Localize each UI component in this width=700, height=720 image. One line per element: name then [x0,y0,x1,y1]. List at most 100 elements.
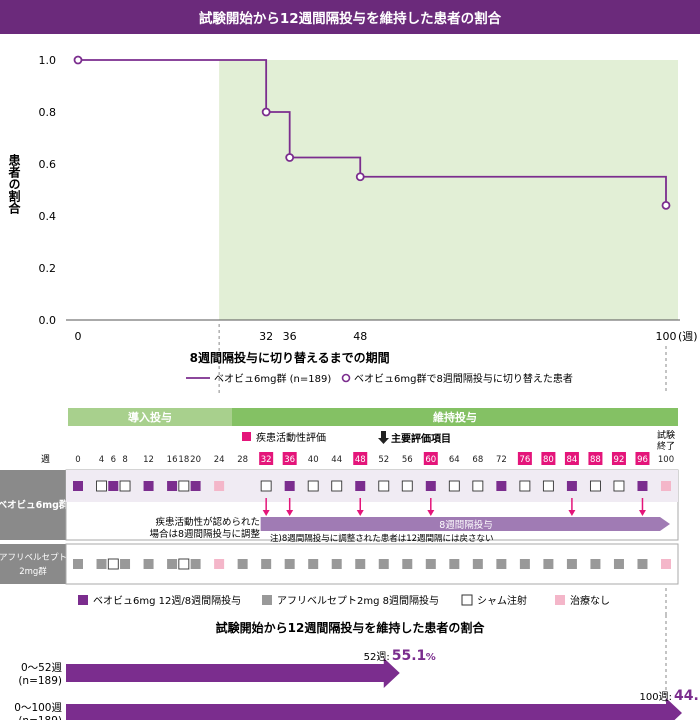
group1-dose-mark [519,480,531,492]
group2-dose-mark [637,559,648,569]
x-tick-label: 0 [75,330,82,343]
week-tick-label: 92 [614,455,625,465]
group1-dose-mark [143,481,154,491]
y-tick-label: 1.0 [39,54,57,67]
assessment-arrowhead [568,510,576,516]
week-tick-label: 18 [178,455,189,465]
group1-dose-mark [307,480,319,492]
intro-phase-label: 導入投与 [128,410,172,424]
group2-dose-mark [472,559,483,569]
y-axis-title: 患者の割合 [7,153,21,215]
week-tick-label: 100 [658,455,674,465]
week-tick-label: 68 [472,455,483,465]
group2-dose-mark [96,559,107,569]
disease-eval-swatch [242,432,251,441]
group1-dose-mark [661,481,671,491]
summary-week-label: 52週: [364,651,390,663]
group2-dose-mark [214,559,225,569]
x-tick-label: 100 [656,330,677,343]
group1-dose-mark [167,481,178,491]
group2-label-2: 2mg群 [19,566,47,577]
group1-dose-mark [214,481,225,491]
y-tick-label: 0.4 [39,210,57,223]
primary-endpoint-arrow-icon [378,431,389,444]
page-title: 試験開始から12週間隔投与を維持した患者の割合 [198,11,502,27]
intro-phase-header [68,408,232,426]
group1-dose-mark [260,480,272,492]
week-tick-label: 12 [143,455,154,465]
group2-dose-mark [284,559,295,569]
data-point [661,200,671,210]
summary-week-label: 100週: [640,691,672,703]
group2-dose-mark [355,559,366,569]
group2-dose-mark [543,559,554,569]
group2-dose-mark [425,559,436,569]
week-highlight [564,452,579,465]
dose-legend-swatch [461,594,473,606]
dose-legend-swatch [78,595,88,605]
group1-dose-mark [96,480,107,492]
group1-dose-mark [425,481,436,491]
week-tick-label: 80 [543,455,554,465]
week-tick-label: 84 [567,455,578,465]
group1-dose-mark [496,481,507,491]
week-highlight [611,452,626,465]
study-end-label-1: 試験 [657,429,675,441]
study-end-label-2: 終了 [657,440,675,452]
week-highlight [259,452,274,465]
group1-dose-mark [284,481,295,491]
group2-dose-mark [178,558,190,570]
week-tick-label: 32 [261,455,272,465]
week-highlight [353,452,368,465]
week-highlight [588,452,603,465]
data-point [285,153,295,162]
week-tick-label: 44 [331,455,342,465]
summary-arrow [66,658,400,688]
week-tick-label: 72 [496,455,507,465]
y-tick-label: 0.0 [39,314,57,327]
footnote: 注)8週間隔投与に調整された患者は12週間隔には戻さない [270,533,494,544]
eight-week-arrow [260,517,670,531]
group2-dose-mark [237,559,248,569]
group2-dose-mark [167,559,178,569]
data-point [261,107,271,117]
week-tick-label: 28 [237,455,248,465]
summary-unit: % [426,652,436,663]
week-tick-label: 76 [519,455,530,465]
y-tick-label: 0.6 [39,158,57,171]
legend-series-label: ベオビュ6mg群 (n=189) [214,372,331,385]
eight-week-arrow-label: 8週間隔投与 [439,519,493,531]
dose-legend-swatch [555,595,565,605]
x-tick-label: 36 [283,330,297,343]
x-tick-label: 32 [259,330,273,343]
group1-dose-mark [637,481,648,491]
summary-value: 55.1 [392,648,427,664]
group2-header [0,544,66,584]
week-tick-label: 36 [284,455,295,465]
group1-dose-mark [331,480,343,492]
week-tick-label: 52 [378,455,389,465]
group2-dose-mark [496,559,507,569]
assessment-arrowhead [262,510,270,516]
week-tick-label: 40 [308,455,319,465]
adjust-note-2: 場合は8週間隔投与に調整 [149,528,260,540]
group1-dose-mark [401,480,413,492]
week-highlight [423,452,438,465]
group2-dose-mark [661,559,671,569]
group1-dose-mark [448,480,460,492]
week-highlight [541,452,556,465]
x-unit-label: (週) [678,330,698,343]
group2-row [65,543,679,585]
legend-switch-label: ベオビュ6mg群で8週間隔投与に切り替えた患者 [354,372,573,385]
assessment-arrowhead [286,510,294,516]
dose-legend-swatch [262,595,272,605]
group1-label: ベオビュ6mg群 [0,499,69,511]
week-tick-label: 48 [355,455,366,465]
group2-dose-mark [449,559,460,569]
group2-dose-mark [566,559,577,569]
week-tick-label: 24 [214,455,225,465]
week-tick-label: 60 [425,455,436,465]
group2-dose-mark [613,559,624,569]
x-tick-label: 48 [353,330,367,343]
